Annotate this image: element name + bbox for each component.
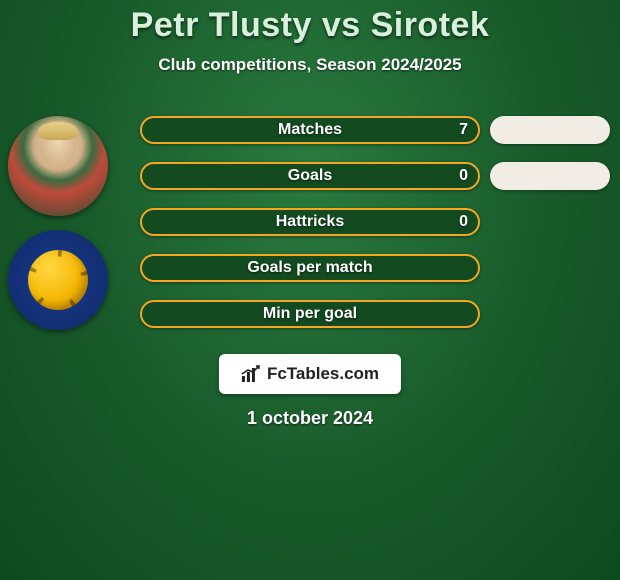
stat-row: Goals per match <box>140 254 480 282</box>
stat-value-left: 7 <box>459 121 468 139</box>
avatar-column <box>8 116 120 344</box>
chart-icon <box>241 365 261 383</box>
subtitle: Club competitions, Season 2024/2025 <box>0 55 620 75</box>
page-title: Petr Tlusty vs Sirotek <box>0 0 620 45</box>
brand-box[interactable]: FcTables.com <box>219 354 401 394</box>
right-pill-column <box>490 116 610 346</box>
stat-value-left: 0 <box>459 167 468 185</box>
stat-rows: Matches 7 Goals 0 Hattricks 0 Goals per match M… <box>140 116 480 346</box>
stat-row: Matches 7 <box>140 116 480 144</box>
club-crest <box>8 230 108 330</box>
brand-label: FcTables.com <box>267 364 379 384</box>
stat-label: Min per goal <box>263 305 357 323</box>
stat-label: Matches <box>278 121 342 139</box>
comparison-pill <box>490 162 610 190</box>
stat-value-left: 0 <box>459 213 468 231</box>
stat-label: Hattricks <box>276 213 344 231</box>
stat-label: Goals per match <box>247 259 372 277</box>
stat-row: Goals 0 <box>140 162 480 190</box>
stat-row: Min per goal <box>140 300 480 328</box>
player-avatar <box>8 116 108 216</box>
comparison-pill <box>490 116 610 144</box>
stat-row: Hattricks 0 <box>140 208 480 236</box>
date-label: 1 october 2024 <box>0 408 620 429</box>
stat-label: Goals <box>288 167 332 185</box>
